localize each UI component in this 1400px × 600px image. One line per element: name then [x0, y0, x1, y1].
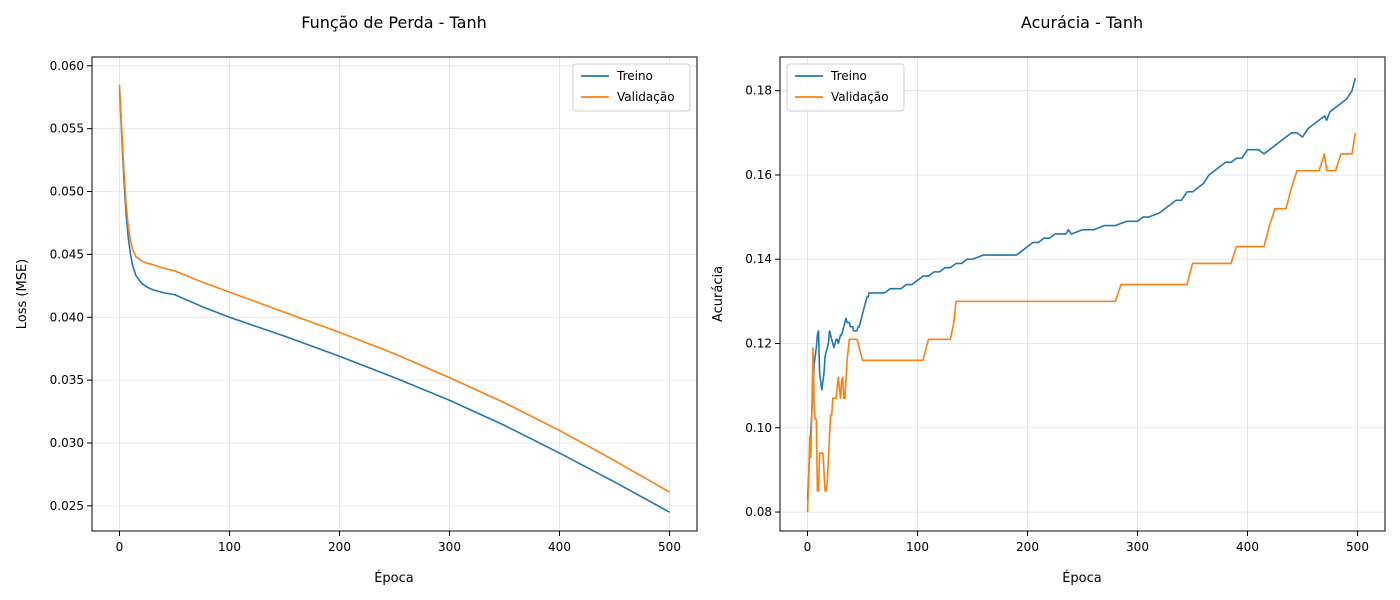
loss-chart-legend-label-treino: Treino	[616, 69, 653, 83]
loss-chart-ytick-label: 0.045	[50, 247, 84, 261]
accuracy-chart-xtick-label: 300	[1126, 540, 1149, 554]
accuracy-chart-panel: Acurácia - Tanh Época Acurácia 0 100 200 30…	[711, 13, 1386, 586]
accuracy-chart-legend: Treino Validação	[786, 63, 905, 112]
loss-chart-ytick-label: 0.040	[50, 310, 84, 324]
loss-chart-series	[118, 84, 670, 513]
loss-chart-series-treino-line	[118, 88, 670, 513]
loss-chart-xtick-label: 300	[438, 540, 461, 554]
accuracy-chart-xtick-label: 500	[1346, 540, 1369, 554]
accuracy-chart-plot-frame	[779, 56, 1386, 532]
accuracy-chart-xtick-label: 200	[1016, 540, 1039, 554]
accuracy-chart-ytick-label: 0.08	[745, 505, 772, 519]
loss-chart-ytick-label: 0.030	[50, 436, 84, 450]
accuracy-chart-series-validacao-line	[806, 132, 1357, 513]
loss-chart-grid	[92, 57, 697, 531]
accuracy-chart-ticks: 0 100 200 300 400 500 0.08 0.10 0.12 0.14 0.16 0.18	[745, 84, 1369, 554]
loss-chart-xtick-label: 400	[548, 540, 571, 554]
accuracy-chart-ytick-label: 0.10	[745, 421, 772, 435]
loss-chart-xlabel: Época	[374, 570, 414, 586]
loss-chart-xtick-label: 0	[116, 540, 124, 554]
loss-chart-series-validacao-line	[118, 84, 670, 493]
accuracy-chart-ylabel: Acurácia	[711, 266, 726, 322]
loss-chart-plot-frame	[91, 56, 698, 532]
loss-chart-ylabel: Loss (MSE)	[15, 259, 30, 329]
accuracy-chart-xtick-label: 100	[906, 540, 929, 554]
accuracy-chart-ytick-label: 0.14	[745, 252, 772, 266]
accuracy-chart-ytick-label: 0.12	[745, 337, 772, 351]
accuracy-chart-ytick-label: 0.18	[745, 84, 772, 98]
accuracy-chart-xtick-label: 0	[804, 540, 812, 554]
loss-chart-title: Função de Perda - Tanh	[301, 13, 487, 32]
accuracy-chart-legend-label-validacao: Validação	[831, 90, 889, 104]
loss-chart-ytick-label: 0.025	[50, 499, 84, 513]
accuracy-chart-title: Acurácia - Tanh	[1021, 13, 1143, 32]
accuracy-chart-legend-label-treino: Treino	[830, 69, 867, 83]
loss-chart-legend-label-validacao: Validação	[617, 90, 675, 104]
accuracy-chart-xtick-label: 400	[1236, 540, 1259, 554]
accuracy-chart-series-treino-line	[806, 77, 1357, 500]
accuracy-chart-xlabel: Época	[1062, 570, 1102, 586]
accuracy-chart-ytick-label: 0.16	[745, 168, 772, 182]
loss-chart-ytick-label: 0.050	[50, 185, 84, 199]
loss-chart-ytick-label: 0.035	[50, 373, 84, 387]
accuracy-chart-grid	[780, 57, 1385, 531]
loss-chart-panel: Função de Perda - Tanh Época Loss (MSE) …	[15, 13, 698, 586]
loss-chart-legend: Treino Validação	[572, 63, 691, 112]
loss-chart-ytick-label: 0.060	[50, 59, 84, 73]
loss-chart-xtick-label: 200	[328, 540, 351, 554]
loss-chart-ytick-label: 0.055	[50, 122, 84, 136]
loss-chart-ticks: 0 100 200 300 400 500 0.025 0.030 0.035 0.040 0.04…	[50, 59, 681, 554]
accuracy-chart-series	[806, 77, 1357, 513]
loss-chart-xtick-label: 500	[658, 540, 681, 554]
loss-chart-xtick-label: 100	[218, 540, 241, 554]
